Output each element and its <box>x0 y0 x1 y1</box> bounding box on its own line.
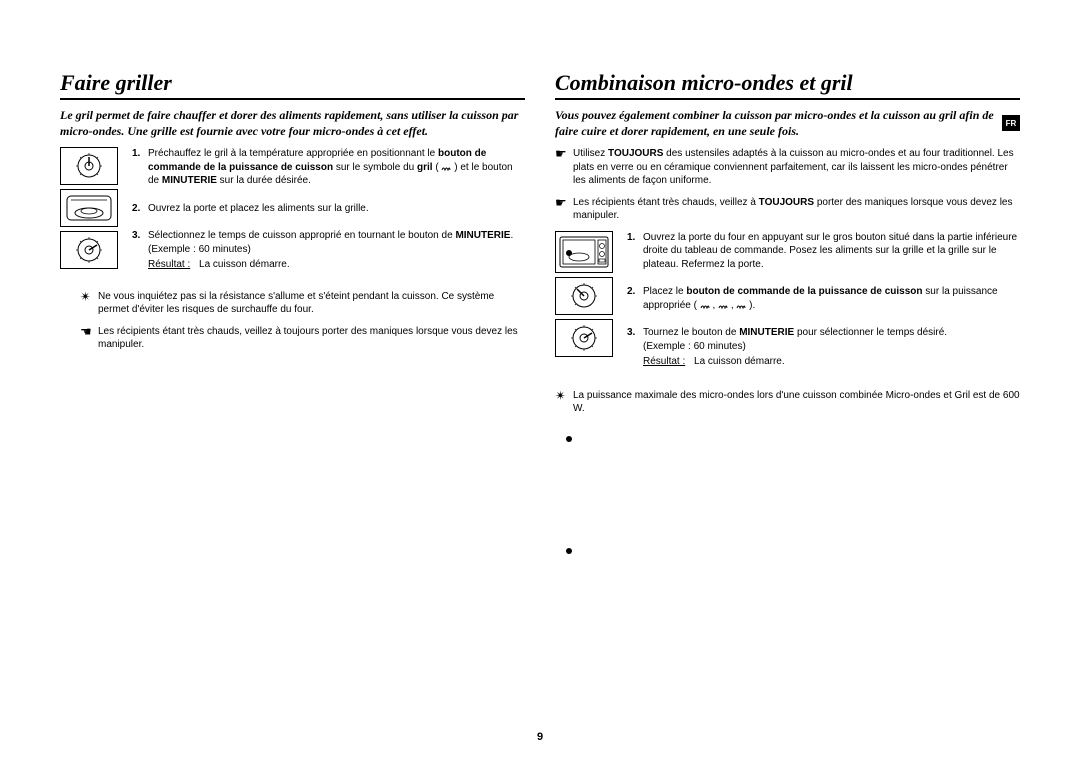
steps-with-thumbs-left: 1.Préchauffez le gril à la température a… <box>60 147 525 286</box>
result-text: La cuisson démarre. <box>196 259 289 270</box>
step-result: Résultat : La cuisson démarre. <box>643 355 1020 369</box>
microwave-front-thumbnail <box>555 231 613 273</box>
step-text: Sélectionnez le temps de cuisson appropr… <box>148 229 525 272</box>
step-item: 2.Placez le bouton de commande de la pui… <box>627 285 1020 312</box>
step-text: Ouvrez la porte du four en appuyant sur … <box>643 231 1020 272</box>
result-label: Résultat : <box>148 258 190 272</box>
hand-pointer-icon: ☛ <box>555 147 573 160</box>
hand-pointer-icon: ☚ <box>80 325 98 338</box>
note-item: ✴Ne vous inquiétez pas si la résistance … <box>80 290 525 317</box>
microwave-interior-thumbnail <box>60 189 118 227</box>
step-text: Tournez le bouton de MINUTERIE pour séle… <box>643 326 1020 369</box>
section-heading-left: Faire griller <box>60 70 525 100</box>
note-item: ✴La puissance maximale des micro-ondes l… <box>555 389 1020 416</box>
step-number: 2. <box>627 285 643 312</box>
step-text: Ouvrez la porte et placez les aliments s… <box>148 202 525 216</box>
note-text: Ne vous inquiétez pas si la résistance s… <box>98 290 525 317</box>
two-column-layout: Faire griller Le gril permet de faire ch… <box>60 70 1020 424</box>
step-result: Résultat : La cuisson démarre. <box>148 258 525 272</box>
dial-thumbnail <box>60 147 118 185</box>
hand-pointer-icon: ☛ <box>555 196 573 209</box>
step-number: 1. <box>627 231 643 272</box>
thumbnail-column <box>60 147 122 269</box>
timer-dial-thumbnail <box>60 231 118 269</box>
step-item: 3.Sélectionnez le temps de cuisson appro… <box>132 229 525 272</box>
step-item: 3.Tournez le bouton de MINUTERIE pour sé… <box>627 326 1020 369</box>
language-tab: FR <box>1002 115 1020 131</box>
step-item: 1.Préchauffez le gril à la température a… <box>132 147 525 188</box>
note-text: Les récipients étant très chauds, veille… <box>98 325 525 352</box>
note-text: Les récipients étant très chauds, veille… <box>573 196 1020 223</box>
power-dial-thumbnail <box>555 277 613 315</box>
note-item: ☛Les récipients étant très chauds, veill… <box>555 196 1020 223</box>
info-icon: ✴ <box>555 389 573 402</box>
thumbnail-column <box>555 231 617 357</box>
step-number: 3. <box>132 229 148 272</box>
note-item: ☚Les récipients étant très chauds, veill… <box>80 325 525 352</box>
section-intro-left: Le gril permet de faire chauffer et dore… <box>60 108 525 139</box>
margin-bullet <box>566 548 572 554</box>
step-list-left: 1.Préchauffez le gril à la température a… <box>132 147 525 286</box>
margin-bullet <box>566 250 572 256</box>
note-text: La puissance maximale des micro-ondes lo… <box>573 389 1020 416</box>
note-item: ☛Utilisez TOUJOURS des ustensiles adapté… <box>555 147 1020 188</box>
steps-with-thumbs-right: 1.Ouvrez la porte du four en appuyant su… <box>555 231 1020 383</box>
manual-page: FR Faire griller Le gril permet de faire… <box>0 0 1080 763</box>
step-number: 3. <box>627 326 643 369</box>
step-number: 2. <box>132 202 148 216</box>
pre-notes-right: ☛Utilisez TOUJOURS des ustensiles adapté… <box>555 147 1020 223</box>
notes-left: ✴Ne vous inquiétez pas si la résistance … <box>80 290 525 352</box>
step-number: 1. <box>132 147 148 188</box>
margin-bullet <box>566 436 572 442</box>
step-list-right: 1.Ouvrez la porte du four en appuyant su… <box>627 231 1020 383</box>
note-text: Utilisez TOUJOURS des ustensiles adaptés… <box>573 147 1020 188</box>
section-intro-right: Vous pouvez également combiner la cuisso… <box>555 108 1020 139</box>
page-number: 9 <box>0 731 1080 743</box>
timer-dial-thumbnail <box>555 319 613 357</box>
right-column: Combinaison micro-ondes et gril Vous pou… <box>555 70 1020 424</box>
step-text: Préchauffez le gril à la température app… <box>148 147 525 188</box>
step-item: 1.Ouvrez la porte du four en appuyant su… <box>627 231 1020 272</box>
result-text: La cuisson démarre. <box>691 356 784 367</box>
result-label: Résultat : <box>643 355 685 369</box>
left-column: Faire griller Le gril permet de faire ch… <box>60 70 525 424</box>
step-text: Placez le bouton de commande de la puiss… <box>643 285 1020 312</box>
info-icon: ✴ <box>80 290 98 303</box>
section-heading-right: Combinaison micro-ondes et gril <box>555 70 1020 100</box>
post-notes-right: ✴La puissance maximale des micro-ondes l… <box>555 389 1020 416</box>
step-item: 2.Ouvrez la porte et placez les aliments… <box>132 202 525 216</box>
